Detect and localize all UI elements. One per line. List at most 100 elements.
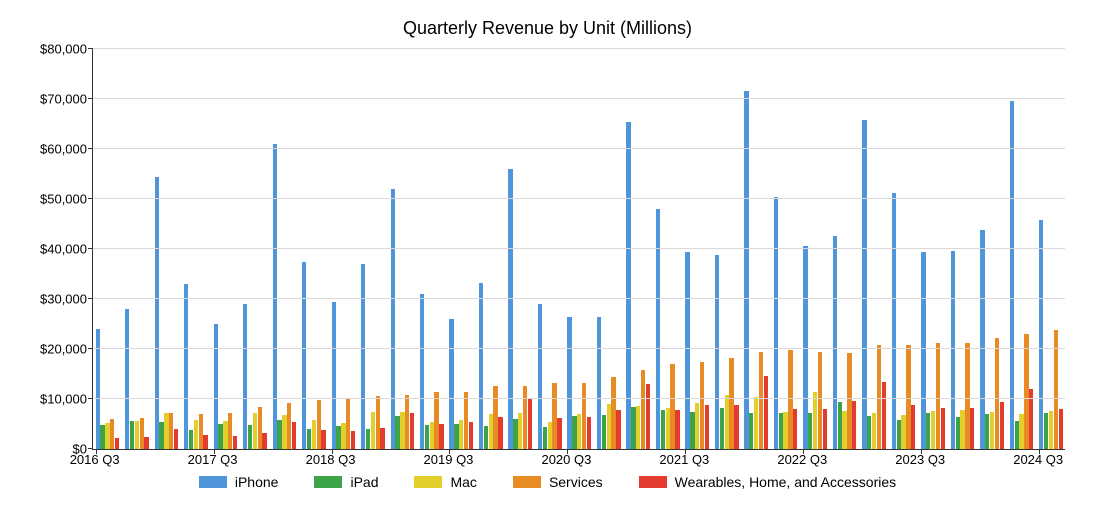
bar-iphone: [361, 264, 365, 449]
bar-iphone: [567, 317, 571, 450]
bar-services: [110, 419, 114, 449]
bar-services: [965, 343, 969, 449]
legend-label: Services: [549, 474, 603, 490]
bar-mac: [901, 415, 905, 449]
bar-mac: [489, 414, 493, 449]
bar-mac: [371, 412, 375, 449]
gridline: [93, 198, 1065, 199]
bar-services: [258, 407, 262, 450]
bar-ipad: [838, 402, 842, 449]
bar-iphone: [715, 255, 719, 449]
bar-services: [847, 353, 851, 449]
bar-mac: [518, 413, 522, 449]
bar-services: [405, 395, 409, 450]
y-axis-label: $10,000: [40, 392, 93, 407]
bar-services: [788, 350, 792, 449]
bar-iphone: [774, 197, 778, 450]
bar-wearables-home-and-accessories: [203, 435, 207, 450]
bar-services: [759, 352, 763, 450]
bar-wearables-home-and-accessories: [970, 408, 974, 450]
bar-ipad: [484, 426, 488, 450]
bar-mac: [194, 420, 198, 449]
x-axis-labels: 2016 Q32017 Q32018 Q32019 Q32020 Q32021 …: [92, 450, 1065, 470]
bar-mac: [666, 408, 670, 449]
x-axis-label: 2023 Q3: [895, 452, 945, 467]
bar-ipad: [867, 416, 871, 450]
bar-services: [376, 396, 380, 449]
bar-mac: [312, 420, 316, 449]
bar-wearables-home-and-accessories: [764, 376, 768, 450]
bar-iphone: [449, 319, 453, 449]
bar-mac: [253, 413, 257, 449]
legend: iPhone iPad Mac Services Wearables, Home, an…: [20, 474, 1075, 490]
legend-item: Wearables, Home, and Accessories: [639, 474, 897, 490]
y-axis-label: $40,000: [40, 242, 93, 257]
legend-item: iPad: [314, 474, 378, 490]
bar-ipad: [1015, 421, 1019, 449]
bar-mac: [960, 410, 964, 449]
bar-ipad: [602, 415, 606, 449]
bar-wearables-home-and-accessories: [616, 410, 620, 450]
bar-iphone: [273, 144, 277, 449]
x-axis-label: 2018 Q3: [306, 452, 356, 467]
bar-services: [641, 370, 645, 449]
bar-iphone: [479, 283, 483, 450]
x-axis-label: 2016 Q3: [70, 452, 120, 467]
bar-services: [434, 392, 438, 450]
bar-iphone: [420, 294, 424, 449]
bar-ipad: [1044, 413, 1048, 449]
bar-wearables-home-and-accessories: [734, 405, 738, 449]
legend-swatch: [414, 476, 442, 488]
bar-wearables-home-and-accessories: [233, 436, 237, 450]
bar-iphone: [243, 304, 247, 449]
y-axis-label: $30,000: [40, 292, 93, 307]
bar-ipad: [956, 417, 960, 449]
bar-iphone: [626, 122, 630, 450]
bar-iphone: [833, 236, 837, 449]
bar-wearables-home-and-accessories: [823, 409, 827, 450]
bar-wearables-home-and-accessories: [646, 384, 650, 449]
bar-wearables-home-and-accessories: [174, 429, 178, 449]
bar-wearables-home-and-accessories: [1059, 409, 1063, 450]
bar-iphone: [155, 177, 159, 450]
bar-services: [906, 345, 910, 450]
gridline: [93, 298, 1065, 299]
bar-ipad: [985, 414, 989, 449]
bar-iphone: [921, 252, 925, 450]
bar-mac: [135, 421, 139, 450]
bar-ipad: [336, 426, 340, 450]
bar-wearables-home-and-accessories: [705, 405, 709, 449]
bar-wearables-home-and-accessories: [380, 428, 384, 449]
bar-services: [523, 386, 527, 450]
bar-iphone: [980, 230, 984, 449]
bar-services: [552, 383, 556, 449]
bar-ipad: [425, 425, 429, 450]
bar-iphone: [302, 262, 306, 450]
bar-services: [995, 338, 999, 450]
bar-ipad: [454, 424, 458, 449]
bar-wearables-home-and-accessories: [321, 430, 325, 450]
bar-services: [670, 364, 674, 449]
bar-ipad: [631, 407, 635, 449]
bar-ipad: [513, 419, 517, 449]
bar-mac: [842, 411, 846, 450]
bar-services: [287, 403, 291, 449]
bar-wearables-home-and-accessories: [1000, 402, 1004, 449]
bar-ipad: [307, 429, 311, 450]
bar-iphone: [332, 302, 336, 450]
bar-iphone: [656, 209, 660, 449]
bar-wearables-home-and-accessories: [498, 417, 502, 450]
bar-services: [317, 400, 321, 450]
bar-wearables-home-and-accessories: [528, 399, 532, 449]
legend-item: iPhone: [199, 474, 279, 490]
y-axis-label: $20,000: [40, 342, 93, 357]
bar-ipad: [897, 420, 901, 449]
bar-iphone: [508, 169, 512, 449]
bar-iphone: [214, 324, 218, 449]
bar-mac: [1049, 411, 1053, 450]
bar-mac: [754, 397, 758, 449]
bar-ipad: [926, 413, 930, 450]
bar-services: [228, 413, 232, 450]
bar-iphone: [862, 120, 866, 449]
legend-label: Mac: [450, 474, 476, 490]
